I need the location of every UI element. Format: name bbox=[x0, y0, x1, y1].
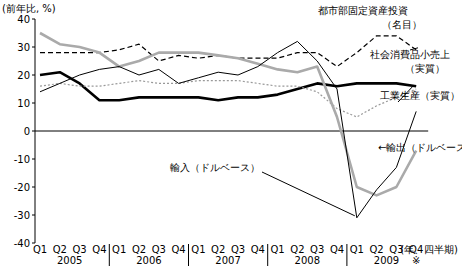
x-tick-label: Q1 bbox=[191, 244, 205, 255]
year-separator bbox=[346, 244, 347, 266]
year-label: 2005 bbox=[57, 255, 82, 266]
y-tick-label: 40 bbox=[17, 14, 30, 25]
x-tick-label: Q3 bbox=[231, 244, 245, 255]
footnote-mark: ※ bbox=[412, 255, 420, 266]
y-tick bbox=[32, 159, 35, 160]
y-tick-label: -40 bbox=[14, 238, 30, 249]
y-tick-label: 0 bbox=[24, 126, 30, 137]
y-tick-label: 20 bbox=[17, 70, 30, 81]
y-tick bbox=[32, 187, 35, 188]
annotation: 工業生産（実質） bbox=[380, 90, 460, 101]
year-label: 2006 bbox=[136, 255, 161, 266]
series-line bbox=[40, 41, 416, 217]
x-tick-label: Q4 bbox=[171, 244, 185, 255]
baseline bbox=[35, 131, 428, 132]
year-label: 2009 bbox=[374, 255, 399, 266]
annotation: ←輸出（ドルベース） bbox=[378, 142, 462, 153]
annotation: 社会消費品小売上 bbox=[370, 49, 450, 60]
annotation: （名目） bbox=[382, 19, 422, 30]
leader bbox=[398, 87, 412, 102]
x-tick-label: Q3 bbox=[310, 244, 324, 255]
x-tick-label: Q3 bbox=[152, 244, 166, 255]
x-tick-label: Q1 bbox=[350, 244, 364, 255]
x-tick-label: Q4 bbox=[92, 244, 106, 255]
y-tick bbox=[32, 47, 35, 48]
y-axis-label: (前年比, %) bbox=[2, 3, 56, 14]
x-tick-label: Q4 bbox=[251, 244, 265, 255]
y-tick bbox=[32, 75, 35, 76]
annotation: （実質） bbox=[405, 63, 445, 74]
plot-area bbox=[40, 33, 416, 218]
x-tick-label: Q2 bbox=[211, 244, 225, 255]
annotation: 輸入（ドルベース） bbox=[170, 162, 260, 173]
year-separator bbox=[109, 244, 110, 266]
x-tick-label: Q3 bbox=[72, 244, 86, 255]
series-line bbox=[40, 81, 416, 117]
x-tick-label: Q1 bbox=[112, 244, 126, 255]
x-tick-label: Q2 bbox=[53, 244, 67, 255]
y-tick-label: -30 bbox=[14, 210, 30, 221]
year-separator bbox=[267, 244, 268, 266]
y-tick-label: -20 bbox=[14, 182, 30, 193]
year-label: 2007 bbox=[215, 255, 240, 266]
year-separator bbox=[188, 244, 189, 266]
year-label: 2008 bbox=[295, 255, 320, 266]
x-tick-label: Q2 bbox=[132, 244, 146, 255]
y-tick-label: -10 bbox=[14, 154, 30, 165]
y-tick bbox=[32, 131, 35, 132]
leader bbox=[262, 172, 355, 216]
x-axis-label: (年、四半期) bbox=[400, 244, 458, 255]
x-tick-label: Q1 bbox=[33, 244, 47, 255]
y-tick-label: 10 bbox=[17, 98, 30, 109]
y-tick bbox=[32, 215, 35, 216]
y-tick bbox=[32, 19, 35, 20]
annotation: 都市部固定資産投資 bbox=[318, 5, 408, 16]
x-tick-label: Q1 bbox=[270, 244, 284, 255]
chart: -40 -30 -20 -10 0 10 20 30 40(前年比, %) Q1 Q2 Q3 Q4 Q1 Q… bbox=[0, 0, 462, 266]
y-tick-label: 30 bbox=[17, 42, 30, 53]
leader bbox=[410, 48, 418, 50]
x-tick-label: Q2 bbox=[290, 244, 304, 255]
x-tick-label: Q2 bbox=[369, 244, 383, 255]
x-tick-label: Q4 bbox=[330, 244, 344, 255]
y-tick bbox=[32, 103, 35, 104]
series-line bbox=[40, 33, 416, 195]
